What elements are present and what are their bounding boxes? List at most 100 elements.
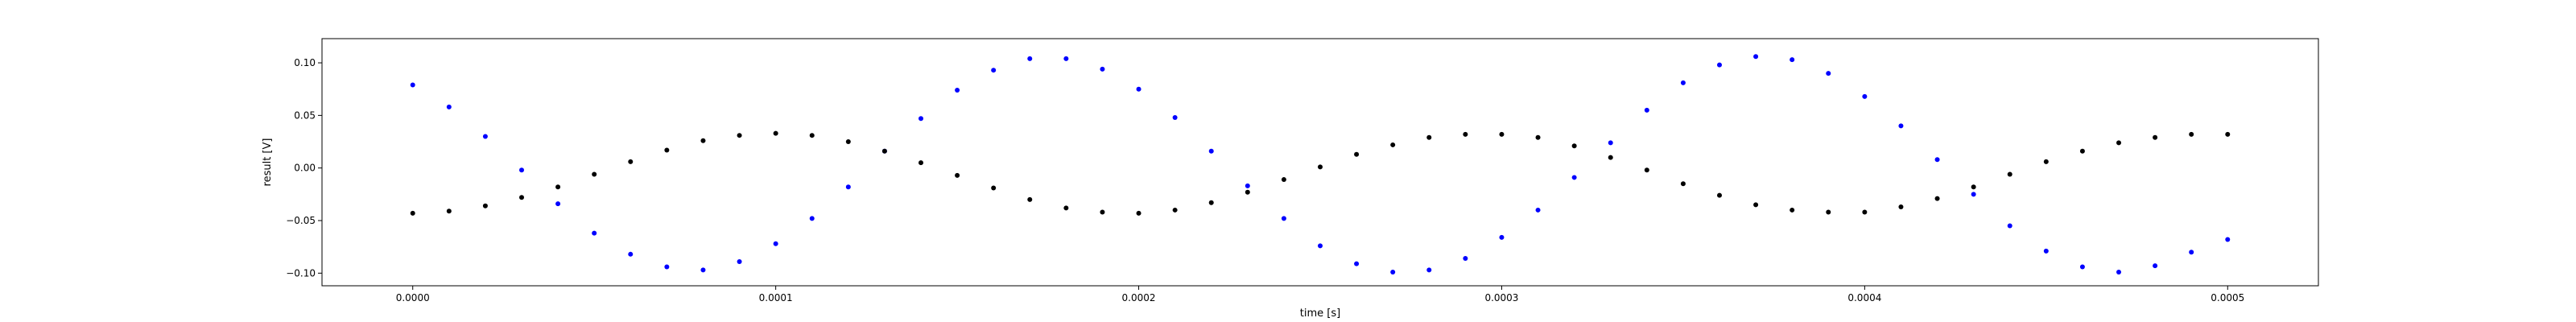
data-point: [1608, 140, 1613, 146]
data-point: [1680, 181, 1686, 187]
data-point: [1862, 209, 1868, 215]
data-point: [1281, 216, 1286, 221]
data-point: [1499, 131, 1505, 137]
data-point: [1826, 71, 1831, 76]
data-point: [1608, 155, 1613, 160]
data-point: [1790, 57, 1795, 63]
data-point: [1172, 207, 1178, 213]
data-point: [2116, 270, 2121, 275]
data-point: [2153, 134, 2158, 140]
data-point: [1100, 209, 1105, 215]
data-point: [628, 159, 634, 164]
data-point: [809, 216, 815, 221]
data-point: [1390, 142, 1396, 147]
y-tick-label: 0.05: [294, 109, 316, 121]
data-point: [1571, 143, 1577, 149]
data-point: [1245, 183, 1250, 188]
data-point: [1826, 209, 1831, 215]
data-point: [1644, 107, 1649, 113]
data-point: [919, 160, 923, 166]
y-axis: −0.10 −0.05 0.00 0.05 0.10: [286, 57, 322, 279]
data-point: [1535, 134, 1541, 140]
data-point: [1027, 56, 1033, 61]
y-tick-label: 0.00: [294, 163, 316, 174]
series-1: [410, 130, 2231, 216]
data-point: [519, 167, 524, 173]
data-point: [955, 172, 960, 178]
data-point: [1426, 267, 1432, 273]
data-point: [2043, 248, 2049, 254]
data-point: [1208, 200, 1214, 205]
data-point: [1245, 189, 1250, 195]
y-tick-label: −0.10: [286, 267, 316, 279]
data-point: [446, 104, 452, 109]
data-point: [1753, 202, 1759, 208]
y-axis-label: result [V]: [262, 138, 274, 187]
data-point: [991, 68, 997, 73]
data-point: [555, 201, 561, 207]
data-point: [1100, 66, 1105, 72]
data-point: [592, 230, 597, 236]
data-point: [1354, 261, 1360, 266]
data-point: [1753, 54, 1759, 60]
data-point: [1390, 270, 1396, 275]
data-point: [1208, 148, 1214, 154]
data-points: [410, 54, 2231, 275]
data-point: [845, 139, 851, 145]
x-tick-label: 0.0002: [1122, 292, 1156, 303]
data-point: [2007, 223, 2013, 229]
data-point: [410, 210, 415, 216]
x-tick-label: 0.0001: [759, 292, 793, 303]
data-point: [664, 147, 670, 153]
data-point: [482, 203, 488, 208]
data-point: [2153, 263, 2158, 269]
data-point: [1463, 256, 1468, 262]
data-point: [410, 82, 415, 88]
y-tick-label: −0.05: [286, 215, 316, 226]
data-point: [446, 208, 452, 214]
x-tick-label: 0.0004: [1847, 292, 1881, 303]
data-point: [991, 185, 997, 191]
data-point: [2225, 131, 2231, 137]
data-point: [2007, 171, 2013, 177]
data-point: [1281, 177, 1286, 183]
data-point: [2079, 148, 2085, 154]
data-point: [1898, 123, 1904, 129]
data-point: [1172, 114, 1178, 120]
data-point: [1426, 134, 1432, 140]
data-point: [1971, 184, 1976, 190]
data-point: [1063, 205, 1069, 211]
data-point: [1790, 207, 1795, 213]
data-point: [955, 88, 960, 93]
data-point: [700, 267, 706, 273]
data-point: [881, 148, 887, 154]
x-tick-label: 0.0000: [396, 292, 430, 303]
data-point: [1063, 56, 1069, 61]
x-tick-label: 0.0003: [1484, 292, 1518, 303]
data-point: [519, 195, 524, 200]
data-point: [2079, 264, 2085, 270]
data-point: [2189, 131, 2194, 137]
data-point: [773, 241, 778, 246]
data-point: [737, 258, 742, 264]
data-point: [1680, 80, 1686, 85]
data-point: [592, 171, 597, 177]
data-point: [2189, 250, 2194, 255]
data-point: [1318, 243, 1323, 249]
x-axis-label: time [s]: [1300, 308, 1340, 320]
x-axis: 0.0000 0.0001 0.0002 0.0003 0.0004 0.0005: [396, 286, 2244, 303]
data-point: [1934, 196, 1940, 201]
x-tick-label: 0.0005: [2211, 292, 2244, 303]
data-point: [1717, 62, 1722, 68]
data-point: [2043, 159, 2049, 164]
data-point: [1027, 196, 1033, 202]
data-point: [1644, 167, 1649, 173]
data-point: [773, 130, 778, 136]
data-point: [919, 116, 923, 122]
plot-area-frame: [321, 38, 2319, 287]
data-point: [1354, 151, 1360, 157]
data-point: [700, 138, 706, 143]
y-tick-label: 0.10: [294, 57, 316, 68]
data-point: [1898, 204, 1904, 210]
data-point: [1136, 86, 1141, 92]
